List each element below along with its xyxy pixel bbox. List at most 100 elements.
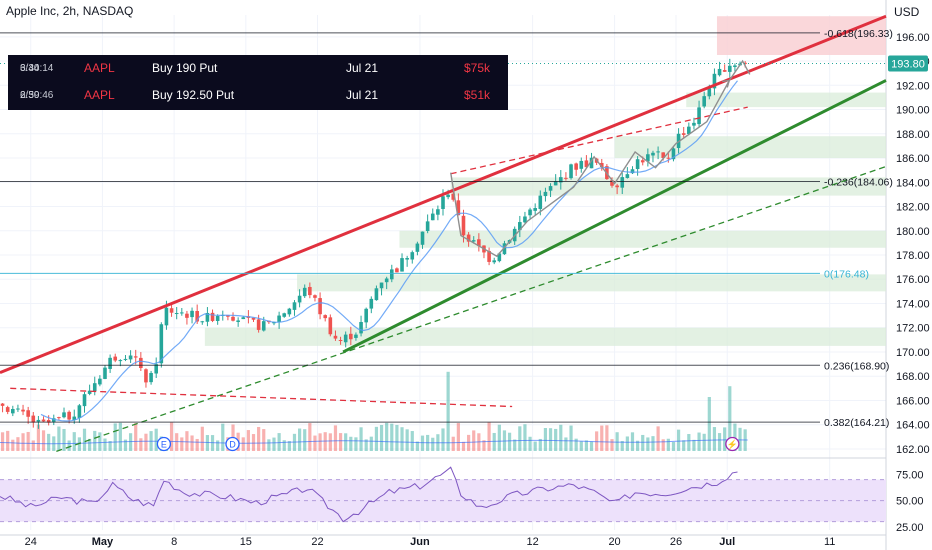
flow-date: 6/30 bbox=[20, 63, 40, 74]
rising-support-trendline bbox=[342, 79, 887, 354]
parallel-support-trendline bbox=[56, 165, 887, 452]
candle-body bbox=[236, 320, 240, 322]
volume-bar bbox=[589, 441, 594, 451]
volume-bar bbox=[298, 428, 302, 451]
volume-bar bbox=[687, 434, 691, 451]
chart-symbol-title[interactable]: Apple Inc, 2h, NASDAQ bbox=[6, 4, 134, 18]
candle-body bbox=[400, 258, 404, 272]
candle-body bbox=[195, 311, 199, 322]
candle-body bbox=[722, 70, 727, 72]
candle-body bbox=[492, 260, 497, 263]
candle-body bbox=[430, 213, 435, 221]
candle-body bbox=[625, 174, 630, 178]
candle-body bbox=[558, 177, 563, 183]
candle-body bbox=[77, 405, 82, 418]
volume-bar bbox=[0, 432, 5, 451]
event-marker-label: D bbox=[229, 440, 236, 450]
candle-body bbox=[502, 243, 507, 255]
volume-bar bbox=[487, 422, 491, 451]
candle-body bbox=[180, 312, 184, 314]
candle-body bbox=[292, 302, 297, 310]
volume-bar bbox=[646, 437, 650, 451]
volume-bar bbox=[6, 430, 10, 451]
event-marker-badge bbox=[725, 436, 740, 452]
volume-bar bbox=[472, 430, 476, 451]
demand-zone bbox=[399, 230, 886, 248]
flow-expiry: Jul 21 bbox=[346, 88, 379, 102]
volume-bar bbox=[513, 439, 517, 451]
candle-body bbox=[379, 282, 384, 289]
volume-bar bbox=[482, 440, 486, 451]
volume-bar bbox=[200, 426, 204, 451]
candle-body bbox=[98, 378, 102, 385]
flow-row[interactable]: 6/30 2:59:46 AAPL Buy 192.50 Put Jul 21 … bbox=[8, 82, 508, 109]
candle-body bbox=[620, 177, 625, 188]
volume-bar bbox=[128, 433, 133, 451]
candle-body bbox=[87, 390, 92, 394]
volume-bar bbox=[282, 440, 286, 451]
candle-body bbox=[584, 160, 589, 168]
candle-body bbox=[210, 312, 215, 321]
rsi-tick-label: 25.00 bbox=[896, 522, 924, 534]
price-tick-label: 192.00 bbox=[896, 80, 930, 92]
rising-resistance-trendline bbox=[0, 14, 887, 374]
volume-bar bbox=[303, 429, 307, 451]
candle-body bbox=[313, 295, 317, 298]
moving-average-line bbox=[40, 80, 738, 422]
candle-body bbox=[51, 418, 56, 422]
volume-bar bbox=[123, 439, 128, 451]
candle-body bbox=[215, 316, 220, 321]
candle-body bbox=[231, 316, 235, 321]
candle-body bbox=[661, 152, 666, 158]
candle-body bbox=[190, 310, 194, 318]
candle-body bbox=[364, 308, 368, 323]
flow-row[interactable]: 6/30 3:44:14 AAPL Buy 190 Put Jul 21 $75… bbox=[8, 55, 508, 82]
price-tick-label: 172.00 bbox=[896, 323, 930, 335]
candle-body bbox=[487, 250, 491, 262]
candle-body bbox=[169, 308, 174, 313]
volume-bar bbox=[390, 423, 394, 451]
candle-body bbox=[702, 96, 706, 107]
price-tick-label: 168.00 bbox=[896, 371, 930, 383]
time-tick-label: Jun bbox=[410, 536, 430, 548]
price-tick-label: 166.00 bbox=[896, 395, 930, 407]
volume-bar bbox=[277, 433, 281, 451]
demand-zone bbox=[297, 274, 886, 292]
volume-bar bbox=[313, 435, 317, 451]
candle-body bbox=[461, 215, 466, 236]
candle-body bbox=[410, 252, 415, 260]
volume-bar bbox=[257, 426, 261, 451]
candle-body bbox=[251, 317, 256, 320]
candle-body bbox=[62, 412, 66, 418]
volume-bar bbox=[661, 439, 665, 451]
volume-bar bbox=[728, 386, 732, 451]
candle-body bbox=[200, 321, 205, 323]
event-markers-layer: E D ⚡ bbox=[156, 436, 740, 452]
flow-date: 6/30 bbox=[20, 90, 40, 101]
volume-bar bbox=[241, 437, 245, 451]
candle-body bbox=[308, 286, 312, 296]
currency-label[interactable]: USD bbox=[894, 5, 920, 19]
volume-bar bbox=[400, 427, 404, 451]
candle-body bbox=[174, 313, 179, 315]
volume-bar bbox=[374, 426, 379, 451]
candle-body bbox=[359, 322, 363, 334]
candle-body bbox=[646, 154, 650, 162]
candle-body bbox=[36, 419, 41, 422]
volume-bar bbox=[610, 439, 614, 451]
volume-bar bbox=[574, 438, 578, 451]
fib-level-label: 0.382(164.21) bbox=[824, 417, 889, 429]
candle-body bbox=[477, 239, 481, 247]
volume-bar bbox=[579, 441, 583, 451]
candle-body bbox=[640, 160, 645, 163]
candle-body bbox=[436, 209, 440, 215]
projected-path bbox=[450, 59, 751, 258]
time-tick-label: 24 bbox=[25, 536, 37, 548]
candle-body bbox=[743, 62, 747, 64]
rsi-panel bbox=[0, 466, 886, 523]
volume-bar bbox=[625, 436, 629, 451]
candle-body bbox=[31, 415, 36, 423]
flow-time: 3:44:14 bbox=[20, 63, 54, 74]
candle-body bbox=[0, 403, 5, 406]
